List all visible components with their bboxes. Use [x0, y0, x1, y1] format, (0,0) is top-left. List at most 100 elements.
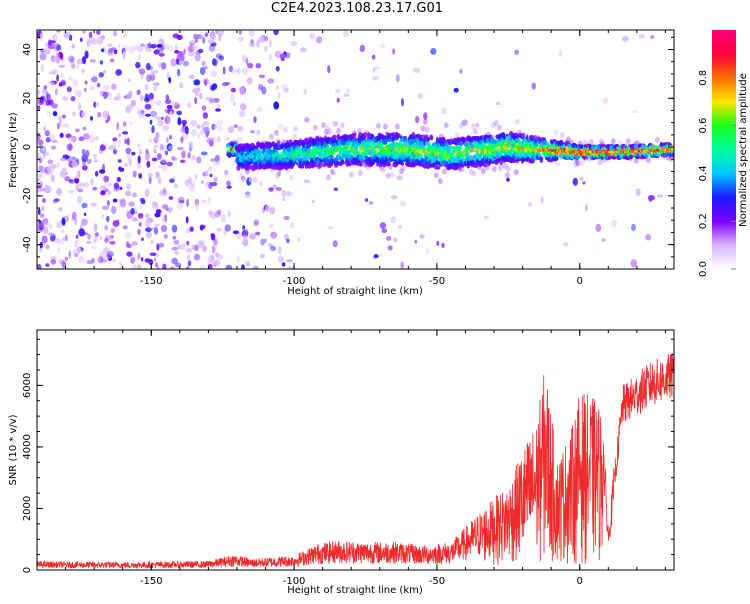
- heatmap-cell: [268, 39, 272, 48]
- heatmap-cell: [236, 254, 240, 263]
- heatmap-cell: [493, 119, 499, 126]
- heatmap-cell: [39, 53, 47, 61]
- heatmap-cell: [413, 67, 420, 73]
- heatmap-cell: [574, 159, 580, 166]
- heatmap-cell: [61, 260, 67, 269]
- heatmap-cell: [177, 117, 182, 126]
- heatmap-cell: [107, 251, 114, 258]
- heatmap-cell: [454, 131, 460, 138]
- heatmap-cell: [242, 234, 248, 240]
- heatmap-cell: [514, 118, 520, 125]
- heatmap-cell: [138, 222, 142, 227]
- heatmap-cell: [538, 153, 541, 158]
- heatmap-cell: [277, 123, 284, 129]
- heatmap-cell: [178, 200, 185, 204]
- heatmap-cell: [242, 54, 247, 63]
- heatmap-cell: [56, 161, 60, 168]
- heatmap-cell: [184, 179, 190, 187]
- heatmap-cell: [82, 126, 87, 131]
- heatmap-cell: [171, 156, 176, 161]
- heatmap-cell: [75, 183, 82, 190]
- heatmap-cell: [52, 69, 59, 75]
- heatmap-cell: [424, 126, 430, 133]
- heatmap-cell: [419, 125, 425, 132]
- heatmap-cell: [173, 157, 178, 161]
- heatmap-cell: [174, 44, 178, 52]
- heatmap-cell: [187, 152, 191, 159]
- heatmap-cell: [248, 176, 253, 183]
- heatmap-cell: [185, 266, 190, 269]
- heatmap-cell: [137, 252, 141, 260]
- heatmap-cell: [57, 246, 61, 255]
- heatmap-cell: [113, 184, 121, 192]
- heatmap-cell: [459, 142, 464, 146]
- heatmap-cell: [368, 201, 374, 205]
- heatmap-cell: [81, 148, 86, 156]
- heatmap-cell: [137, 212, 144, 219]
- heatmap-cell: [354, 145, 359, 149]
- heatmap-cell: [194, 97, 198, 105]
- heatmap-cell: [157, 44, 165, 53]
- heatmap-cell: [193, 253, 201, 261]
- heatmap-cell: [277, 255, 284, 263]
- heatmap-cell: [327, 128, 332, 135]
- heatmap-cell: [120, 197, 126, 203]
- heatmap-cell: [610, 138, 616, 145]
- heatmap-cell: [283, 233, 289, 241]
- heatmap-cell: [539, 156, 543, 161]
- heatmap-cell: [37, 139, 44, 146]
- heatmap-cell: [304, 117, 310, 123]
- heatmap-cell: [331, 171, 337, 176]
- heatmap-cell: [181, 150, 186, 159]
- heatmap-cell: [313, 124, 318, 131]
- heatmap-cell: [175, 58, 179, 65]
- heatmap-cell: [250, 129, 255, 134]
- heatmap-cell: [51, 33, 58, 42]
- heatmap-cell: [274, 50, 282, 58]
- heatmap-cell: [267, 78, 275, 84]
- heatmap-cell: [343, 30, 349, 37]
- heatmap-cell: [183, 48, 186, 55]
- heatmap-cell: [205, 130, 210, 137]
- heatmap-cell: [130, 99, 136, 107]
- x-tick-label: -100: [283, 576, 306, 587]
- heatmap-cell: [111, 258, 117, 263]
- heatmap-cell: [501, 162, 507, 169]
- heatmap-cell: [55, 56, 60, 64]
- heatmap-cell: [417, 92, 423, 99]
- heatmap-cell: [597, 159, 603, 166]
- heatmap-cell: [264, 156, 271, 161]
- heatmap-cell: [150, 110, 158, 118]
- heatmap-cell: [270, 150, 275, 154]
- heatmap-cell: [166, 137, 169, 143]
- heatmap-cell: [79, 37, 83, 42]
- heatmap-cell: [654, 136, 660, 143]
- heatmap-cell: [504, 172, 510, 179]
- heatmap-cell: [176, 245, 182, 250]
- heatmap-cell: [45, 263, 50, 267]
- heatmap-cell: [214, 252, 220, 258]
- heatmap-cell: [107, 182, 113, 187]
- heatmap-cell: [148, 138, 153, 144]
- heatmap-cell: [553, 129, 559, 136]
- heatmap-cell: [216, 227, 223, 232]
- heatmap-cell: [195, 203, 199, 212]
- heatmap-cell: [252, 265, 259, 269]
- heatmap-cell: [294, 160, 297, 164]
- heatmap-cell: [582, 181, 586, 185]
- heatmap-cell: [458, 122, 464, 129]
- heatmap-cell: [224, 224, 231, 232]
- heatmap-cell: [99, 251, 106, 259]
- heatmap-cell: [81, 165, 88, 171]
- heatmap-cell: [275, 85, 280, 90]
- heatmap-cell: [379, 253, 383, 258]
- heatmap-cell: [144, 218, 151, 228]
- heatmap-cell: [527, 201, 533, 208]
- heatmap-cell: [226, 185, 232, 189]
- heatmap-cell: [472, 128, 478, 135]
- heatmap-cell: [265, 205, 271, 213]
- heatmap-cell: [588, 138, 594, 145]
- heatmap-cell: [126, 137, 130, 146]
- heatmap-cell: [163, 43, 170, 51]
- heatmap-cell: [144, 213, 150, 218]
